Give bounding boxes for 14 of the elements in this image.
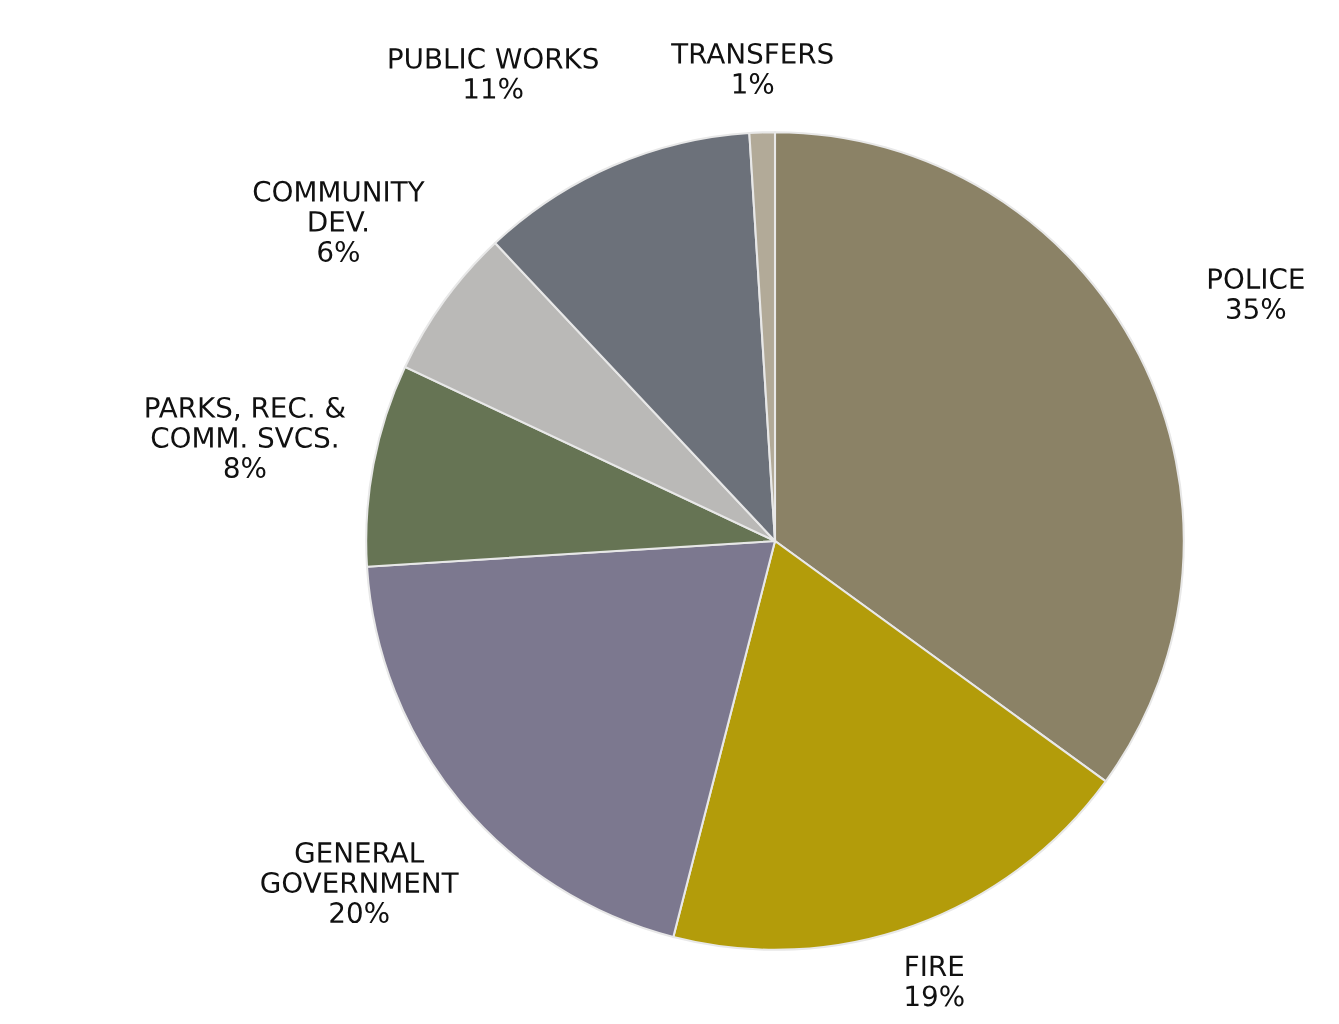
slice-label: PUBLIC WORKS (389, 47, 598, 69)
slice-label: TRANSFERS (671, 42, 833, 64)
data-label: 11% (465, 77, 523, 99)
data-label: 20% (330, 902, 389, 924)
data-label: 1% (733, 72, 774, 94)
data-label: 8% (224, 456, 266, 478)
slice-label: GENERAL GOVERNMENT (261, 841, 459, 894)
data-label: 6% (318, 240, 359, 262)
slice-label: PARKS, REC. & COMM. SVCS. (146, 396, 346, 448)
data-label: 35% (1227, 298, 1286, 320)
data-label: 19% (906, 985, 964, 1007)
slice-label: FIRE (906, 955, 963, 976)
slice-label: POLICE (1208, 268, 1304, 290)
slice-label: COMMUNITY DEV. (253, 180, 425, 232)
